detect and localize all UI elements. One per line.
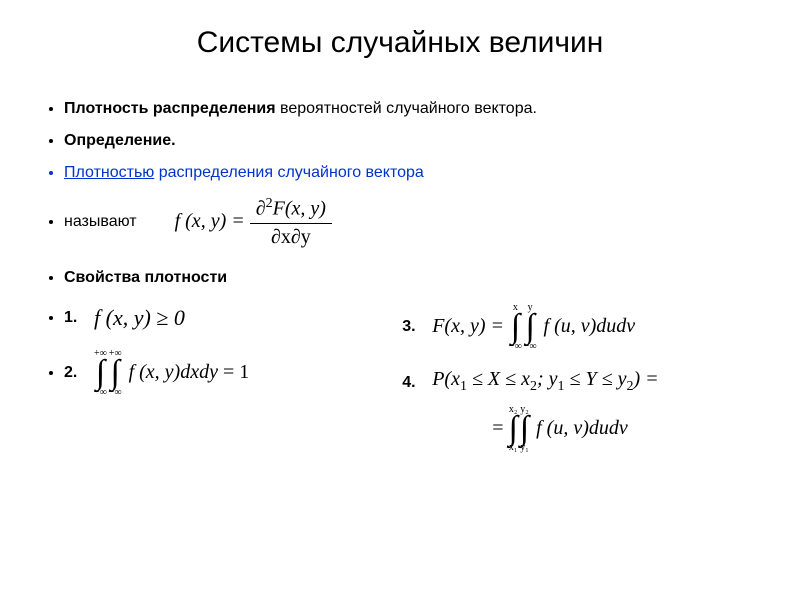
bullet-properties-label: Свойства плотности [64,269,760,287]
p3-body: f (u, v)dudv [544,315,636,337]
bullet-list: Плотность распределения вероятностей слу… [40,100,760,287]
formula-def-lhs: f (x, y) = [175,210,245,232]
label-3: 3. [402,318,418,336]
frac-den: ∂x∂y [250,224,332,249]
frac-num-sup: 2 [266,196,273,211]
p4-d: ≤ Y ≤ y [565,368,627,390]
p2-eq: = 1 [218,361,249,383]
label-1: 1. [64,309,80,327]
p4-s3: 1 [558,379,565,394]
bullet-called: называют f (x, y) = ∂2F(x, y) ∂x∂y [64,196,760,249]
slide: Системы случайных величин Плотность расп… [0,0,800,600]
formula-p1: f (x, y) ≥ 0 [94,305,185,331]
p2-int1-lower: −∞ [94,388,107,398]
property-2: 2. +∞ ∫ −∞ +∞ ∫ −∞ f (x, y)dxdy = 1 [64,349,362,398]
p4-body: f (u, v)dudv [536,417,628,439]
p4-int1-lower: x₁ [509,443,518,453]
slide-title: Системы случайных величин [40,26,760,60]
p4-int2-lower: y₁ [520,443,529,453]
properties-row: 1. f (x, y) ≥ 0 2. +∞ ∫ −∞ +∞ ∫ [40,301,760,470]
property-4: 4. P(x1 ≤ X ≤ x2; y1 ≤ Y ≤ y2) = = x₂ ∫ … [402,368,760,454]
p4-e: ) = [634,368,659,390]
p2-body: f (x, y)dxdy [129,361,218,383]
p3-int1-lower: −∞ [509,342,522,352]
formula-p2: +∞ ∫ −∞ +∞ ∫ −∞ f (x, y)dxdy = 1 [94,349,249,398]
bullet-density-intro-bold: Плотность распределения [64,100,276,117]
bullet-called-text: называют [64,213,137,231]
p4-a: P(x [432,368,460,390]
formula-definition: f (x, y) = ∂2F(x, y) ∂x∂y [175,196,332,249]
bullet-definition-text: Плотностью распределения случайного вект… [64,164,760,182]
frac-num-partial: ∂ [256,198,266,220]
property-3: 3. F(x, y) = x ∫ −∞ y ∫ −∞ f (u, v)dudv [402,303,760,352]
label-2: 2. [64,364,80,382]
p4-s2: 2 [530,379,537,394]
p4-b: ≤ X ≤ x [467,368,530,390]
formula-p4: P(x1 ≤ X ≤ x2; y1 ≤ Y ≤ y2) = = x₂ ∫ x₁ … [432,368,658,454]
p4-s4: 2 [627,379,634,394]
frac-num-post: F(x, y) [273,198,326,220]
bullet-definition-label: Определение. [64,132,760,150]
p4-c: ; y [537,368,558,390]
right-properties: 3. F(x, y) = x ∫ −∞ y ∫ −∞ f (u, v)dudv [402,301,760,470]
formula-p3: F(x, y) = x ∫ −∞ y ∫ −∞ f (u, v)dudv [432,303,635,352]
bullet-definition-rest: распределения случайного вектора [154,164,423,181]
bullet-definition-underline: Плотностью [64,164,154,181]
p4-pre: = [492,417,508,439]
label-4: 4. [402,374,418,392]
left-properties: 1. f (x, y) ≥ 0 2. +∞ ∫ −∞ +∞ ∫ [40,305,362,412]
bullet-density-intro-rest: вероятностей случайного вектора. [276,100,537,117]
p2-int2-lower: −∞ [109,388,122,398]
bullet-density-intro: Плотность распределения вероятностей слу… [64,100,760,118]
property-1: 1. f (x, y) ≥ 0 [64,305,362,331]
p3-int2-lower: −∞ [524,342,537,352]
p3-lhs: F(x, y) = [432,315,509,337]
p4-s1: 1 [460,379,467,394]
